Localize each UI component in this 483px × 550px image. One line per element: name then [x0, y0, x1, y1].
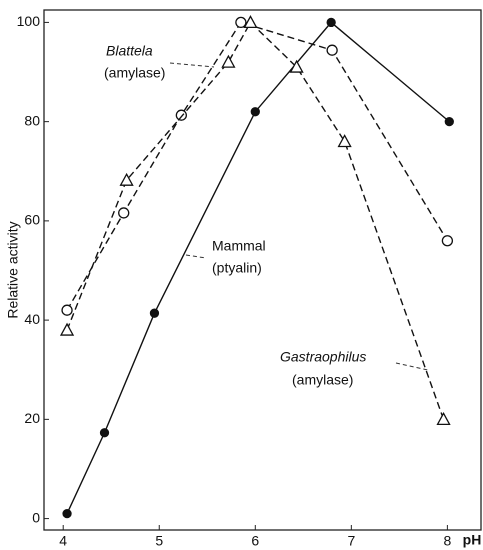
point — [61, 304, 73, 316]
annotation: Blattela — [106, 43, 153, 59]
annotation: (amylase) — [104, 65, 165, 81]
leader-lines — [169, 62, 429, 371]
point — [436, 411, 451, 426]
x-tick-label: 7 — [347, 533, 355, 549]
y-tick-label: 100 — [17, 13, 41, 29]
point — [444, 116, 454, 127]
x-tick-label: 8 — [443, 533, 451, 549]
leader-line — [395, 362, 429, 371]
point — [289, 59, 304, 73]
point — [59, 322, 75, 336]
y-axis-label: Relative activity — [5, 221, 21, 318]
annotation: (ptyalin) — [212, 260, 262, 276]
point — [221, 54, 236, 68]
y-tick-label: 80 — [24, 112, 40, 128]
point — [250, 107, 260, 117]
series-line — [66, 21, 450, 514]
point — [326, 44, 338, 56]
point — [175, 109, 187, 121]
point — [119, 172, 134, 186]
point — [62, 508, 72, 519]
point — [337, 134, 352, 148]
leader-line — [185, 254, 207, 259]
point — [235, 16, 247, 29]
x-axis-label: pH — [463, 532, 482, 548]
y-tick-label: 0 — [32, 509, 40, 525]
y-tick-label: 20 — [24, 410, 40, 426]
y-tick-label: 60 — [24, 212, 40, 228]
annotation: Gastraophilus — [280, 349, 366, 365]
point — [149, 308, 160, 318]
annotation: (amylase) — [292, 372, 353, 388]
x-tick-label: 4 — [59, 533, 67, 549]
x-tick-label: 6 — [251, 533, 259, 549]
point — [99, 428, 110, 438]
y-tick-label: 40 — [24, 311, 40, 327]
annotation: Mammal — [212, 238, 266, 254]
point — [118, 207, 130, 219]
x-tick-label: 5 — [155, 533, 163, 549]
series-line — [66, 21, 448, 311]
series-line — [66, 21, 445, 420]
point — [441, 235, 454, 247]
point — [326, 17, 336, 28]
plot-frame — [43, 9, 482, 531]
point — [243, 15, 258, 29]
leader-line — [169, 62, 215, 68]
